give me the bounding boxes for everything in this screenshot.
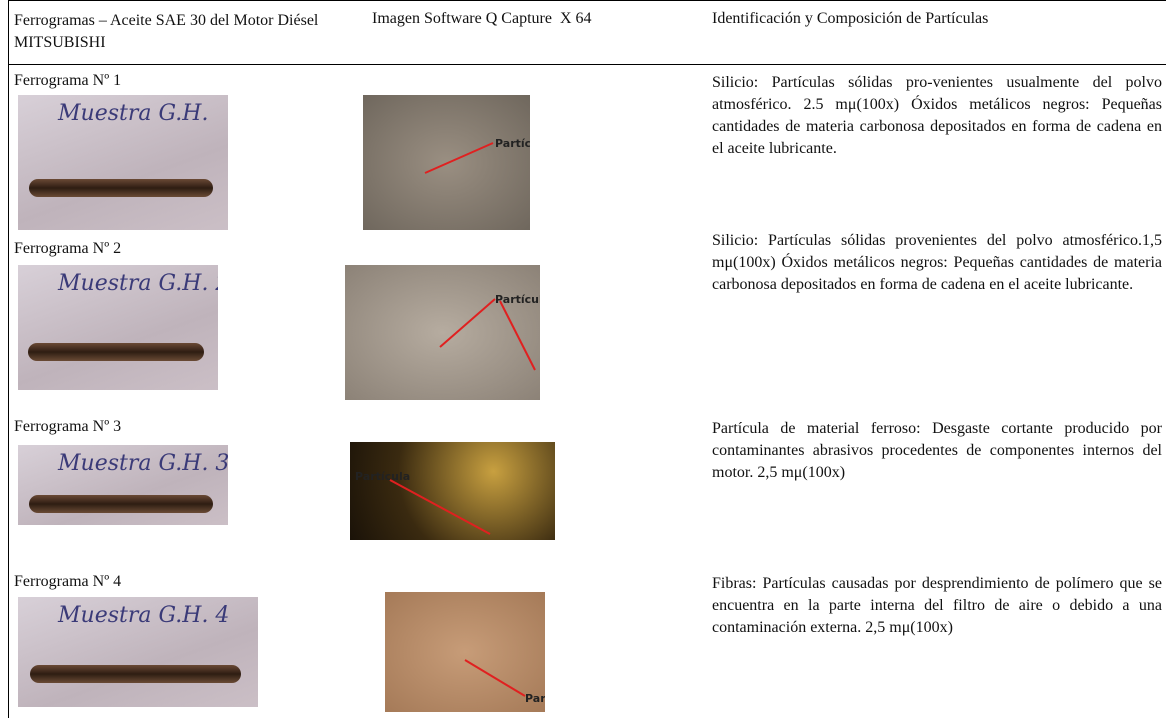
sample-photo: Muestra G.H. 4 (18, 597, 258, 707)
row-label: Ferrograma Nº 1 (14, 72, 121, 90)
arrow (425, 143, 493, 173)
sample-deposit (28, 343, 204, 361)
arrow-layer (385, 592, 545, 712)
micrograph: Partícula (385, 592, 545, 712)
header-cell: Imagen Software Q Capture X 64 (372, 10, 592, 28)
page: Ferrogramas – Aceite SAE 30 del Motor Di… (0, 0, 1166, 718)
arrow-layer (350, 442, 555, 540)
sample-handwriting: Muestra G.H. 3 (58, 451, 228, 476)
row-label: Ferrograma Nº 2 (14, 240, 121, 258)
header-cell: Ferrogramas – Aceite SAE 30 del Motor Di… (14, 10, 364, 54)
sample-photo: Muestra G.H. 3 (18, 445, 228, 525)
sample-handwriting: Muestra G.H. 4 (58, 603, 229, 628)
arrow-layer (363, 95, 530, 230)
description: Silicio: Partículas sólidas pro-veniente… (712, 72, 1162, 160)
sample-deposit (29, 495, 214, 513)
description: Fibras: Partículas causadas por desprend… (712, 573, 1162, 639)
arrow (465, 660, 525, 696)
row-label: Ferrograma Nº 3 (14, 418, 121, 436)
header-cell: Identificación y Composición de Partícul… (712, 10, 988, 28)
description: Silicio: Partículas sólidas provenientes… (712, 230, 1162, 296)
arrow (440, 299, 495, 347)
sample-photo: Muestra G.H. 2 (18, 265, 218, 390)
frame-left (8, 0, 9, 718)
sample-photo: Muestra G.H. (18, 95, 228, 230)
sample-handwriting: Muestra G.H. 2 (58, 271, 218, 296)
sample-deposit (29, 179, 214, 197)
sample-deposit (30, 665, 241, 683)
arrow (500, 301, 535, 370)
row-label: Ferrograma Nº 4 (14, 573, 121, 591)
sample-handwriting: Muestra G.H. (58, 101, 208, 126)
arrow-layer (345, 265, 540, 400)
micrograph: Partícula (363, 95, 530, 230)
frame-top (8, 0, 1166, 1)
arrow (390, 480, 490, 534)
micrograph: Partícula (350, 442, 555, 540)
description: Partícula de material ferroso: Desgaste … (712, 418, 1162, 484)
micrograph: Partícula (345, 265, 540, 400)
header-divider (8, 64, 1166, 65)
